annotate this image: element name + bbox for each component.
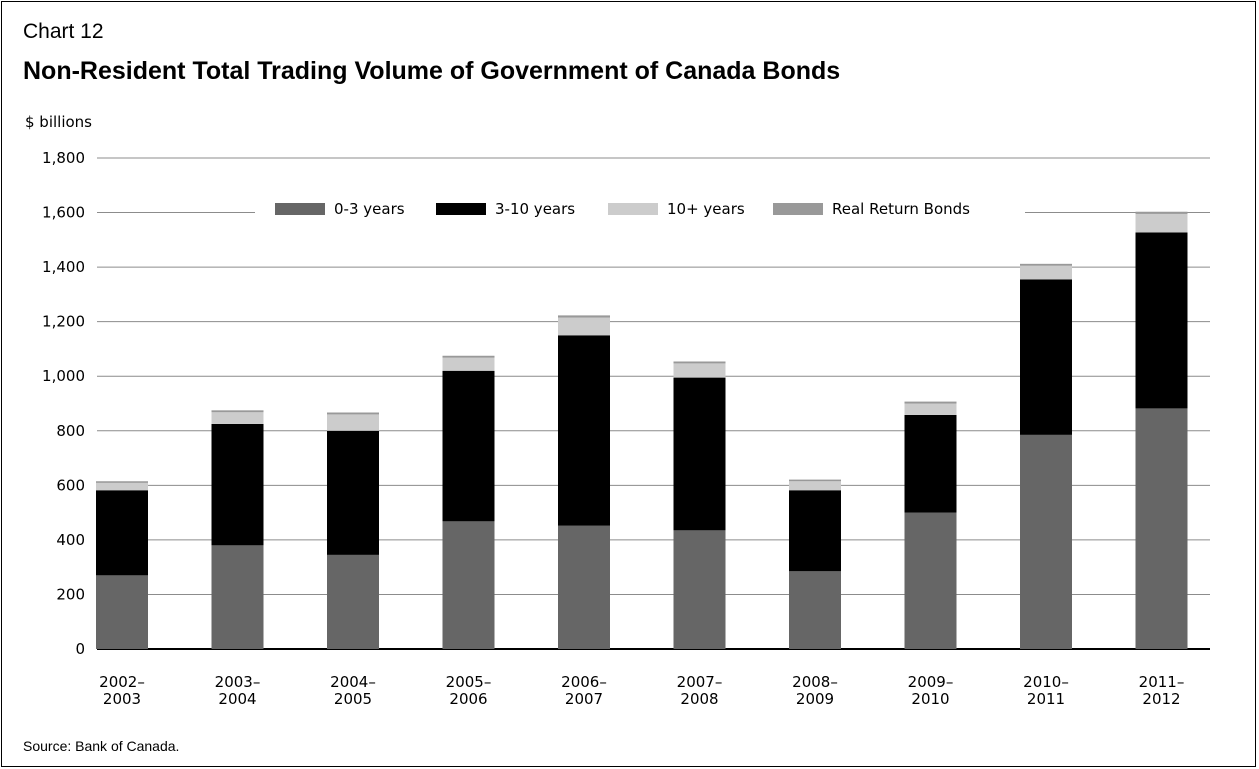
bar-segment-3-10-years bbox=[442, 370, 495, 522]
chart-title: Non-Resident Total Trading Volume of Gov… bbox=[23, 57, 841, 85]
bar-segment-0-3-years bbox=[1135, 408, 1188, 649]
bar-segment-10-years bbox=[442, 357, 495, 371]
bar-segment-real-return-bonds bbox=[789, 479, 841, 482]
bar-segment-3-10-years bbox=[1020, 279, 1072, 435]
legend: 0-3 years 3-10 years 10+ years Real Return … bbox=[255, 195, 1025, 225]
bar-segment-10-years bbox=[673, 363, 726, 378]
x-tick-label: 2003– 2004 bbox=[215, 673, 261, 708]
bar-series bbox=[96, 211, 1188, 649]
bar-segment-3-10-years bbox=[211, 423, 264, 546]
bar-segment-0-3-years bbox=[673, 530, 726, 649]
bar-segment-3-10-years bbox=[789, 490, 841, 572]
x-tick-label: 2011– 2012 bbox=[1139, 673, 1185, 708]
bar-segment-0-3-years bbox=[327, 554, 379, 649]
chart-number: Chart 12 bbox=[23, 20, 104, 43]
y-tick-label: 1,400 bbox=[42, 258, 85, 276]
x-tick-label: 2008– 2009 bbox=[792, 673, 838, 708]
x-tick-label: 2004– 2005 bbox=[330, 673, 376, 708]
bar-segment-real-return-bonds bbox=[904, 401, 957, 404]
x-tick-label: 2006– 2007 bbox=[561, 673, 607, 708]
y-tick-label: 1,000 bbox=[42, 367, 85, 385]
y-tick-label: 800 bbox=[56, 422, 85, 440]
bar-segment-3-10-years bbox=[673, 377, 726, 531]
x-tick-label: 2005– 2006 bbox=[446, 673, 492, 708]
bar-segment-0-3-years bbox=[904, 512, 957, 649]
bar-segment-10-years bbox=[327, 414, 379, 431]
bar-segment-10-years bbox=[904, 403, 957, 415]
y-axis-label: $ billions bbox=[25, 113, 92, 131]
bar-segment-3-10-years bbox=[1135, 232, 1188, 409]
x-tick-label: 2009– 2010 bbox=[908, 673, 954, 708]
legend-label: 3-10 years bbox=[495, 200, 575, 218]
bar-segment-real-return-bonds bbox=[1135, 211, 1188, 214]
bar-segment-10-years bbox=[211, 412, 264, 424]
legend-swatch bbox=[608, 203, 658, 215]
y-tick-label: 600 bbox=[56, 476, 85, 494]
legend-label: 0-3 years bbox=[334, 200, 405, 218]
x-tick-label: 2010– 2011 bbox=[1023, 673, 1069, 708]
bar-segment-0-3-years bbox=[1020, 434, 1072, 649]
bar-segment-3-10-years bbox=[904, 414, 957, 513]
bar-segment-10-years bbox=[1020, 265, 1072, 280]
y-tick-label: 1,200 bbox=[42, 313, 85, 331]
legend-swatch bbox=[275, 203, 325, 215]
bar-segment-10-years bbox=[789, 481, 841, 491]
y-tick-label: 200 bbox=[56, 585, 85, 603]
x-tick-label: 2007– 2008 bbox=[677, 673, 723, 708]
y-tick-label: 1,800 bbox=[42, 149, 85, 167]
bar-segment-0-3-years bbox=[442, 521, 495, 649]
y-tick-labels: 0 200 400 600 800 1,000 1,200 1,400 1,600 1,800 bbox=[42, 149, 85, 658]
bar-segment-0-3-years bbox=[558, 525, 610, 649]
legend-swatch bbox=[773, 203, 823, 215]
bar-segment-real-return-bonds bbox=[96, 481, 148, 483]
bar-segment-10-years bbox=[558, 317, 610, 336]
y-tick-label: 1,600 bbox=[42, 204, 85, 222]
bar-segment-real-return-bonds bbox=[558, 315, 610, 318]
bar-segment-real-return-bonds bbox=[211, 410, 264, 413]
bar-segment-10-years bbox=[1135, 213, 1188, 233]
legend-label: 10+ years bbox=[667, 200, 745, 218]
bar-segment-3-10-years bbox=[96, 490, 148, 576]
bar-segment-real-return-bonds bbox=[673, 361, 726, 364]
y-tick-label: 0 bbox=[75, 640, 85, 658]
bar-segment-real-return-bonds bbox=[327, 412, 379, 415]
x-tick-label: 2002– 2003 bbox=[99, 673, 145, 708]
bar-segment-real-return-bonds bbox=[1020, 263, 1072, 266]
source-note: Source: Bank of Canada. bbox=[23, 738, 180, 754]
y-tick-label: 400 bbox=[56, 531, 85, 549]
bar-segment-3-10-years bbox=[327, 430, 379, 555]
bar-segment-3-10-years bbox=[558, 335, 610, 526]
bar-segment-0-3-years bbox=[96, 575, 148, 649]
x-tick-labels: 2002– 2003 2003– 2004 2004– 2005 2005– 2006 2006… bbox=[99, 673, 1184, 708]
bar-segment-0-3-years bbox=[211, 545, 264, 649]
bar-segment-real-return-bonds bbox=[442, 355, 495, 358]
bar-segment-0-3-years bbox=[789, 571, 841, 649]
legend-swatch bbox=[436, 203, 486, 215]
bar-segment-10-years bbox=[96, 482, 148, 491]
legend-label: Real Return Bonds bbox=[832, 200, 970, 218]
